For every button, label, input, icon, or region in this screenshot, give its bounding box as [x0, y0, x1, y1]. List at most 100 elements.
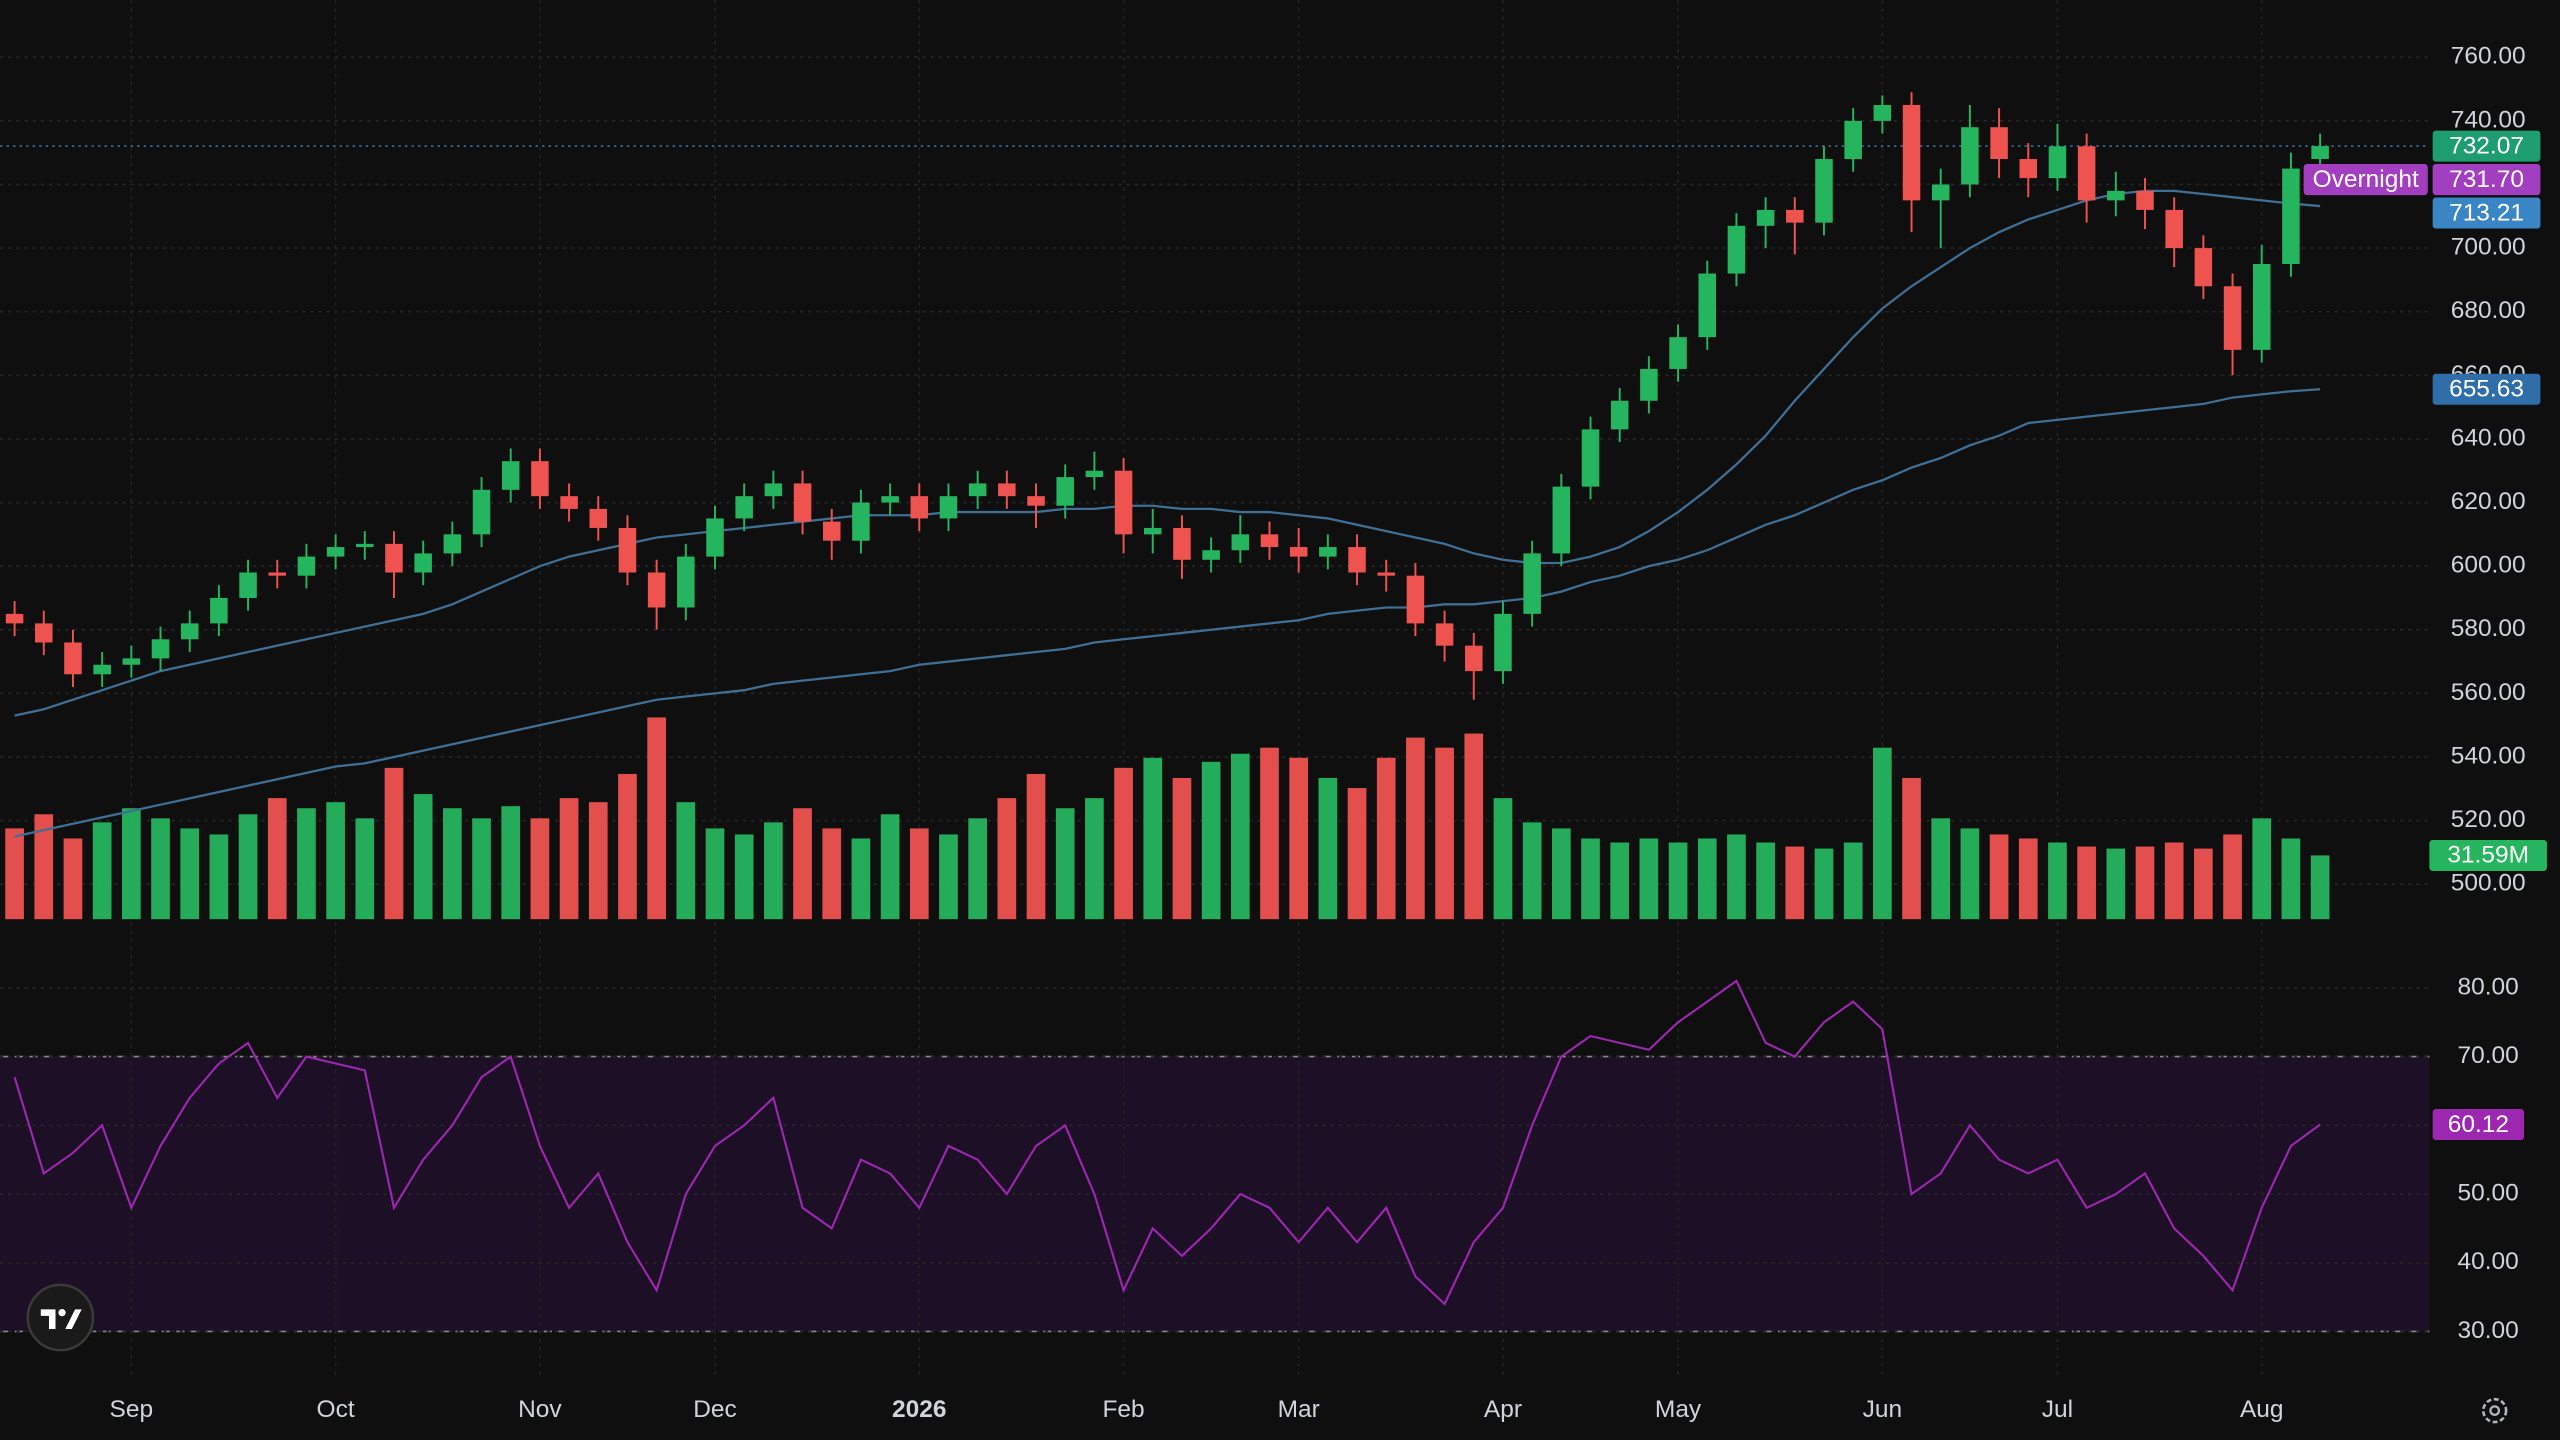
x-tick-label: Mar — [1278, 1396, 1320, 1423]
candle-body — [1465, 645, 1483, 672]
volume-bar — [997, 798, 1017, 920]
candle-body — [1027, 496, 1045, 506]
volume-bar — [1756, 842, 1775, 920]
price-badge — [2432, 130, 2541, 162]
price-badge-label: 731.70 — [2449, 166, 2524, 193]
candle-body — [2194, 248, 2213, 287]
candle-body — [1581, 429, 1600, 487]
candle-body — [910, 496, 929, 519]
candle-body — [998, 483, 1016, 497]
candle-body — [1931, 184, 1950, 201]
gear-outer — [2481, 1397, 2508, 1424]
volume-bar — [1843, 842, 1863, 920]
candle-body — [2107, 190, 2125, 201]
moving-average-line — [14, 388, 2321, 838]
y-tick-label: 600.00 — [2451, 552, 2526, 579]
y-tick-label: 680.00 — [2451, 297, 2526, 324]
candle-body — [501, 461, 520, 490]
volume-bar — [1873, 747, 1892, 920]
price-badge-label: 713.21 — [2449, 199, 2524, 226]
candle-body — [1961, 127, 1979, 185]
volume-bar — [1406, 737, 1425, 920]
candle-body — [122, 658, 141, 665]
overnight-tag-label: Overnight — [2313, 166, 2419, 193]
volume-bar — [1026, 773, 1046, 920]
rsi-tick-label: 50.00 — [2458, 1180, 2519, 1207]
settings-button[interactable] — [2481, 1397, 2508, 1424]
x-tick-label: 2026 — [892, 1396, 946, 1423]
candle-body — [1260, 534, 1279, 548]
x-tick-label: Oct — [317, 1396, 355, 1423]
candle-body — [326, 547, 345, 557]
candle-body — [1640, 368, 1658, 401]
rsi-tick-label: 70.00 — [2458, 1042, 2519, 1069]
candle-body — [35, 623, 53, 643]
volume-bar — [793, 808, 812, 920]
volume-bar — [443, 808, 462, 920]
logo-circle — [26, 1283, 95, 1352]
candle-body — [1610, 400, 1629, 430]
candle-body — [1319, 547, 1337, 557]
rsi-tick-label: 30.00 — [2458, 1317, 2519, 1344]
logo-dot — [58, 1309, 66, 1317]
volume-bar — [1610, 842, 1630, 920]
volume-bar — [326, 802, 345, 920]
logo[interactable] — [26, 1283, 95, 1352]
candle-body — [852, 502, 870, 541]
candle-body — [560, 496, 578, 509]
x-tick-label: Jul — [2042, 1396, 2073, 1423]
volume-bar — [1493, 798, 1513, 920]
candle-body — [1173, 527, 1191, 560]
volume-bar — [530, 818, 550, 920]
candle-body — [1756, 209, 1775, 226]
volume-bar — [764, 822, 783, 920]
volume-bar — [5, 828, 24, 920]
candle-body — [2077, 146, 2096, 201]
candle-body — [443, 534, 462, 554]
candle-body — [1144, 527, 1162, 535]
candle-body — [706, 518, 724, 557]
candle-body — [1289, 547, 1308, 557]
candle-body — [1902, 104, 1921, 201]
candle-body — [647, 572, 666, 608]
volume-bar — [355, 818, 375, 920]
volume-bar — [909, 828, 929, 920]
volume-bar — [1581, 838, 1600, 920]
candle-body — [2165, 209, 2183, 249]
x-tick-label: Aug — [2240, 1396, 2284, 1423]
candle-body — [1786, 209, 1804, 223]
volume-bar — [92, 822, 112, 920]
volume-bar — [1347, 788, 1367, 920]
volume-bar — [647, 717, 666, 920]
candle-body — [180, 623, 199, 640]
volume-bar — [1960, 828, 1980, 920]
price-badge — [2429, 839, 2547, 871]
volume-bar — [1989, 834, 2009, 920]
volume-bar — [559, 798, 579, 920]
volume-bar — [588, 802, 608, 920]
volume-bar — [1230, 753, 1250, 920]
candle-body — [472, 489, 491, 535]
candle-body — [414, 553, 432, 573]
volume-bar — [2223, 834, 2242, 920]
volume-bar — [1551, 828, 1571, 920]
candle-body — [2048, 146, 2067, 179]
volume-bar — [1931, 818, 1951, 920]
volume-bar — [63, 838, 83, 920]
volume-bar — [676, 802, 696, 920]
overnight-tag — [2303, 164, 2428, 196]
y-tick-label: 520.00 — [2451, 806, 2526, 833]
candle-body — [793, 483, 812, 522]
volume-bar — [2281, 838, 2301, 920]
y-tick-label: 500.00 — [2451, 870, 2526, 897]
volume-bar — [939, 834, 958, 920]
volume-bar — [1376, 757, 1396, 920]
candle-body — [822, 521, 841, 541]
volume-bar — [2018, 838, 2038, 920]
volume-bar — [267, 798, 287, 920]
volume-bar — [1114, 767, 1133, 920]
candle-body — [1844, 120, 1862, 160]
volume-bar — [2048, 842, 2067, 920]
gear-inner — [2489, 1405, 2501, 1416]
rsi-line — [13, 979, 2321, 1306]
